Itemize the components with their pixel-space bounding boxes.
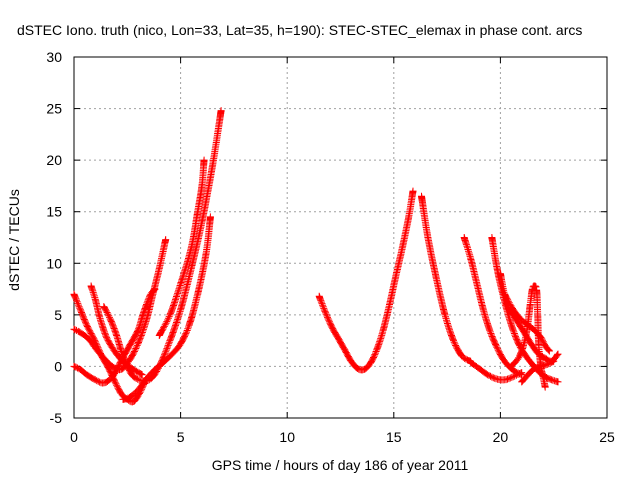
data-point-markers xyxy=(70,236,170,374)
y-tick-label: -5 xyxy=(50,410,63,426)
series-arc5 xyxy=(100,107,225,385)
x-tick-label: 20 xyxy=(493,429,509,445)
data-point-markers xyxy=(467,358,526,384)
x-axis-label: GPS time / hours of day 186 of year 2011 xyxy=(212,457,469,473)
data-point-markers xyxy=(418,192,475,365)
grid xyxy=(74,57,607,418)
x-tick-label: 10 xyxy=(279,429,295,445)
series-arc16 xyxy=(518,357,558,386)
series-arc7 xyxy=(155,156,208,339)
y-tick-label: 20 xyxy=(46,152,62,168)
y-tick-label: 25 xyxy=(46,101,62,117)
series-arc2 xyxy=(70,236,170,374)
plot-frame xyxy=(73,56,608,419)
axis-ticks: 0 5 10 15 20 25 -5 0 5 10 15 20 25 30 xyxy=(46,49,615,445)
series-arc9 xyxy=(418,192,475,365)
series-arc6 xyxy=(119,213,214,403)
data-point-markers xyxy=(100,107,225,385)
y-tick-label: 0 xyxy=(54,358,62,374)
data-series xyxy=(70,107,562,406)
y-tick-label: 5 xyxy=(54,307,62,323)
chart-title: dSTEC Iono. truth (nico, Lon=33, Lat=35,… xyxy=(17,22,582,38)
x-tick-label: 25 xyxy=(599,429,615,445)
x-tick-label: 15 xyxy=(386,429,402,445)
x-tick-label: 5 xyxy=(177,429,185,445)
series-arc8 xyxy=(315,187,417,374)
y-tick-label: 30 xyxy=(46,49,62,65)
x-tick-label: 0 xyxy=(70,429,78,445)
data-point-markers xyxy=(518,357,558,386)
data-point-markers xyxy=(155,156,208,339)
y-axis-label: dSTEC / TECUs xyxy=(6,189,22,291)
data-point-markers xyxy=(315,187,417,374)
data-point-markers xyxy=(119,213,214,403)
y-tick-label: 10 xyxy=(46,255,62,271)
y-tick-label: 15 xyxy=(46,204,62,220)
series-arc11 xyxy=(467,358,526,384)
